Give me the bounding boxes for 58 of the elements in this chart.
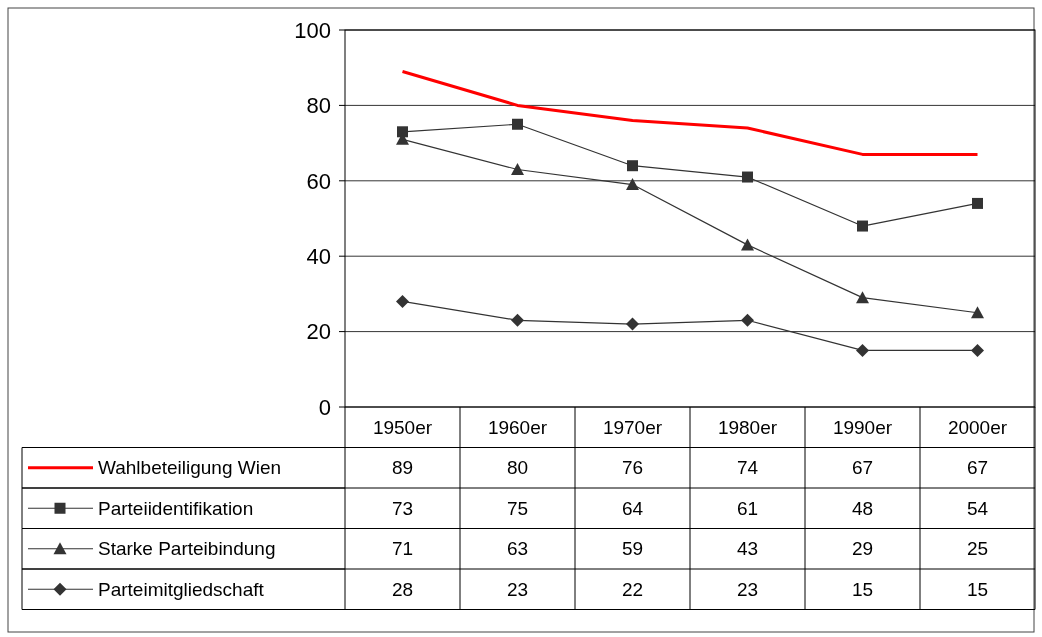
data-label: 75 (506, 497, 529, 519)
point (626, 178, 639, 191)
point (857, 220, 868, 232)
point (972, 197, 983, 209)
point (742, 171, 753, 183)
data-label: 63 (506, 538, 529, 560)
data-label: 25 (966, 538, 989, 560)
y-tick-label: 100 (294, 17, 331, 43)
y-tick-label: 60 (306, 168, 331, 194)
data-label: 22 (621, 578, 644, 600)
data-label: 76 (621, 457, 644, 479)
point (741, 238, 754, 251)
data-label: 64 (621, 497, 644, 519)
y-tick-label: 80 (306, 93, 331, 119)
data-label: 29 (851, 538, 874, 560)
data-label: 67 (966, 457, 989, 479)
point (511, 162, 524, 175)
point (856, 343, 869, 357)
data-label: 15 (966, 578, 989, 600)
data-label: 48 (851, 497, 874, 519)
point (741, 313, 754, 327)
data-label: 15 (851, 578, 874, 600)
x-tick-label: 1980er (717, 416, 778, 438)
y-tick-label: 0 (318, 394, 331, 420)
point (627, 160, 638, 172)
line-series (401, 69, 979, 156)
point (971, 343, 984, 357)
x-tick-label: 1950er (372, 416, 433, 438)
data-label: 80 (506, 457, 529, 479)
point (511, 313, 524, 327)
data-label: 59 (621, 538, 644, 560)
legend-label: Parteimitgliedschaft (98, 578, 265, 600)
legend-label: Parteiidentifikation (98, 497, 254, 519)
x-tick-label: 1960er (487, 416, 548, 438)
data-label: 43 (736, 538, 759, 560)
data-label: 23 (506, 578, 529, 600)
data-label: 89 (391, 457, 414, 479)
data-label: 71 (391, 538, 414, 560)
point (512, 118, 523, 130)
point (626, 317, 639, 331)
point (397, 126, 408, 138)
data-label: 54 (966, 497, 989, 519)
x-tick-label: 1970er (602, 416, 663, 438)
legend-label: Starke Parteibindung (98, 538, 276, 560)
y-tick-label: 40 (306, 243, 331, 269)
data-label: 74 (736, 457, 759, 479)
data-label: 73 (391, 497, 414, 519)
point (396, 294, 409, 308)
legend-label: Wahlbeteiligung Wien (98, 457, 282, 479)
data-label: 67 (851, 457, 874, 479)
x-tick-label: 2000er (947, 416, 1008, 438)
x-tick-label: 1990er (832, 416, 893, 438)
data-label: 23 (736, 578, 759, 600)
data-label: 28 (391, 578, 414, 600)
y-tick-label: 20 (306, 319, 331, 345)
point (856, 291, 869, 304)
point (971, 306, 984, 319)
data-label: 61 (736, 497, 759, 519)
